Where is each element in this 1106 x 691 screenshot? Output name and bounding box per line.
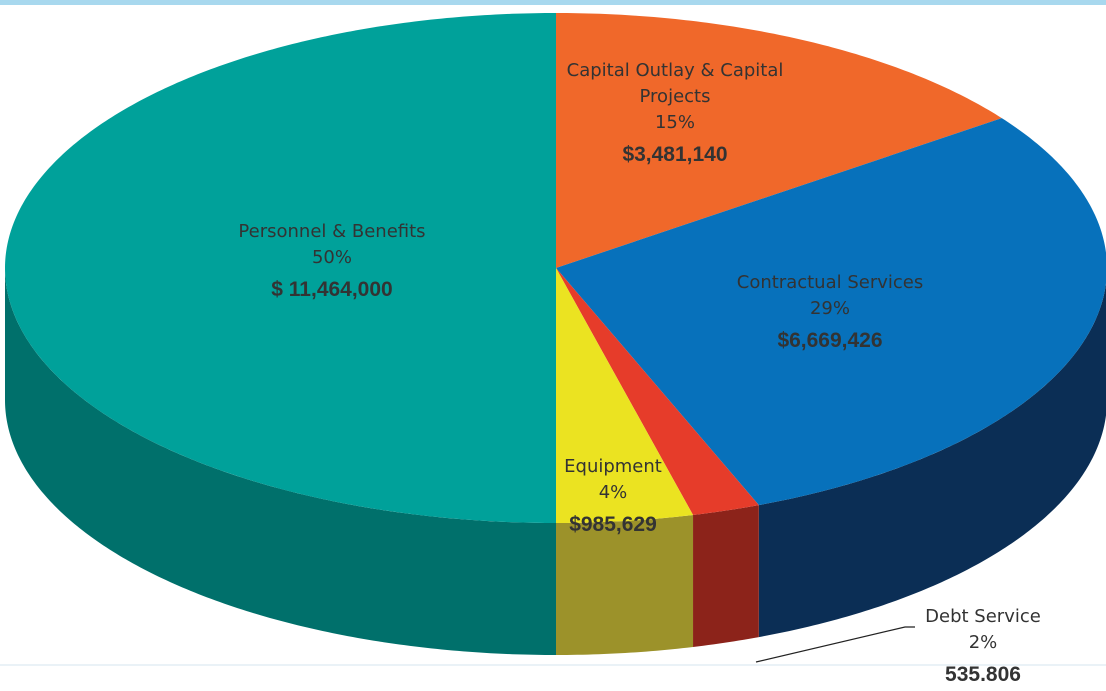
slice-label: Equipment 4% $985,629	[513, 454, 713, 538]
tops	[5, 13, 1106, 523]
sides	[5, 268, 1106, 655]
category-label: Debt Service	[925, 606, 1041, 627]
slice-side	[758, 283, 1106, 638]
percent-label: 29%	[809, 298, 850, 319]
percent-label: 4%	[598, 482, 628, 503]
amount-label: 535.806	[945, 663, 1021, 686]
slice	[556, 268, 694, 523]
slice-side	[693, 505, 759, 647]
category-label: Equipment	[564, 456, 662, 477]
slice	[5, 13, 557, 523]
slice	[556, 13, 1002, 268]
percent-label: 15%	[654, 112, 695, 133]
category-label: Contractual Services	[736, 272, 924, 293]
slice-side	[556, 514, 694, 655]
percent-label: 2%	[968, 632, 998, 653]
slice-label: Personnel & Benefits 50% $ 11,464,000	[182, 219, 482, 303]
slice-label: Debt Service 2% 535.806	[883, 604, 1083, 688]
slice	[556, 268, 759, 515]
slice-label: Contractual Services 29% $6,669,426	[680, 270, 980, 354]
category-label: Capital Outlay & Capital Projects	[566, 60, 784, 107]
category-label: Personnel & Benefits	[238, 221, 426, 242]
slice-side	[5, 268, 556, 655]
leader-line	[755, 626, 915, 663]
slice-label: Capital Outlay & Capital Projects 15% $3,4…	[555, 58, 795, 168]
slice	[556, 118, 1106, 506]
amount-label: $ 11,464,000	[271, 278, 393, 301]
amount-label: $985,629	[569, 513, 657, 536]
percent-label: 50%	[311, 247, 352, 268]
top-band	[0, 0, 1106, 5]
amount-label: $6,669,426	[777, 329, 883, 352]
amount-label: $3,481,140	[622, 143, 728, 166]
